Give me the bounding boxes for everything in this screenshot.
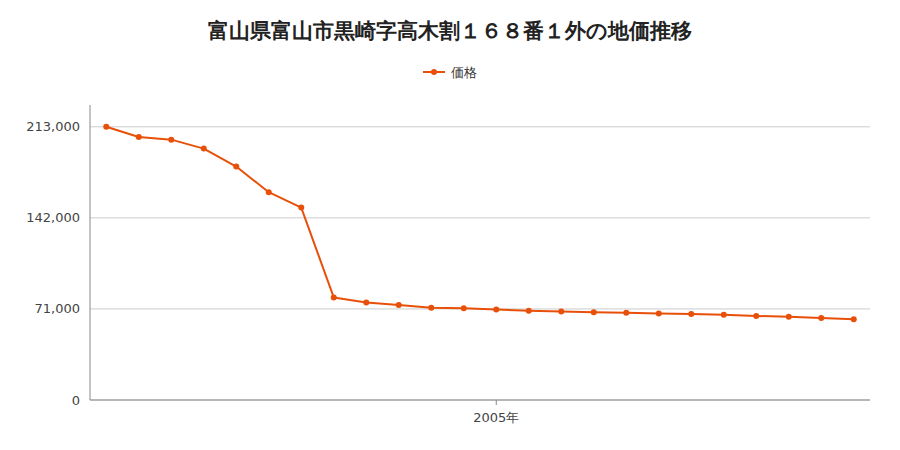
grid-line — [90, 400, 870, 401]
point — [233, 164, 239, 170]
y-tick-label: 0 — [72, 393, 80, 408]
point — [818, 315, 824, 321]
point — [623, 310, 629, 316]
legend-label: 価格 — [451, 65, 477, 80]
chart: 富山県富山市黒崎字高木割１６８番１外の地価推移 0 71,000 142,000 213… — [0, 0, 900, 450]
point — [266, 189, 272, 195]
point — [136, 134, 142, 140]
y-tick-label: 213,000 — [26, 119, 80, 134]
point — [396, 302, 402, 308]
point — [526, 308, 532, 314]
point — [428, 305, 434, 311]
point — [103, 124, 109, 130]
point — [168, 137, 174, 143]
x-tick-label: 2005年 — [473, 410, 519, 425]
legend-marker — [431, 69, 437, 75]
point — [753, 313, 759, 319]
legend-item: 価格 — [423, 65, 477, 80]
point — [461, 305, 467, 311]
plot-area — [103, 124, 857, 322]
point — [688, 311, 694, 317]
grid-line — [90, 126, 870, 127]
point — [721, 312, 727, 318]
grid-line — [90, 217, 870, 218]
title: 富山県富山市黒崎字高木割１６８番１外の地価推移 — [208, 19, 692, 43]
point — [493, 307, 499, 313]
point — [851, 316, 857, 322]
legend: 価格 — [423, 65, 477, 80]
point — [591, 309, 597, 315]
y-tick-label: 71,000 — [35, 301, 81, 316]
point — [786, 314, 792, 320]
x-tick — [496, 400, 497, 405]
point — [656, 310, 662, 316]
line — [106, 127, 854, 319]
x-axis: 2005年 — [473, 400, 519, 425]
y-tick-label: 142,000 — [26, 210, 80, 225]
background — [0, 0, 900, 450]
x-axis-line — [90, 400, 870, 401]
y-axis: 0 71,000 142,000 213,000 — [26, 119, 870, 407]
point — [201, 146, 207, 152]
point — [363, 300, 369, 306]
y-axis-line — [90, 105, 91, 400]
point — [558, 309, 564, 315]
point — [298, 205, 304, 211]
point — [331, 294, 337, 300]
